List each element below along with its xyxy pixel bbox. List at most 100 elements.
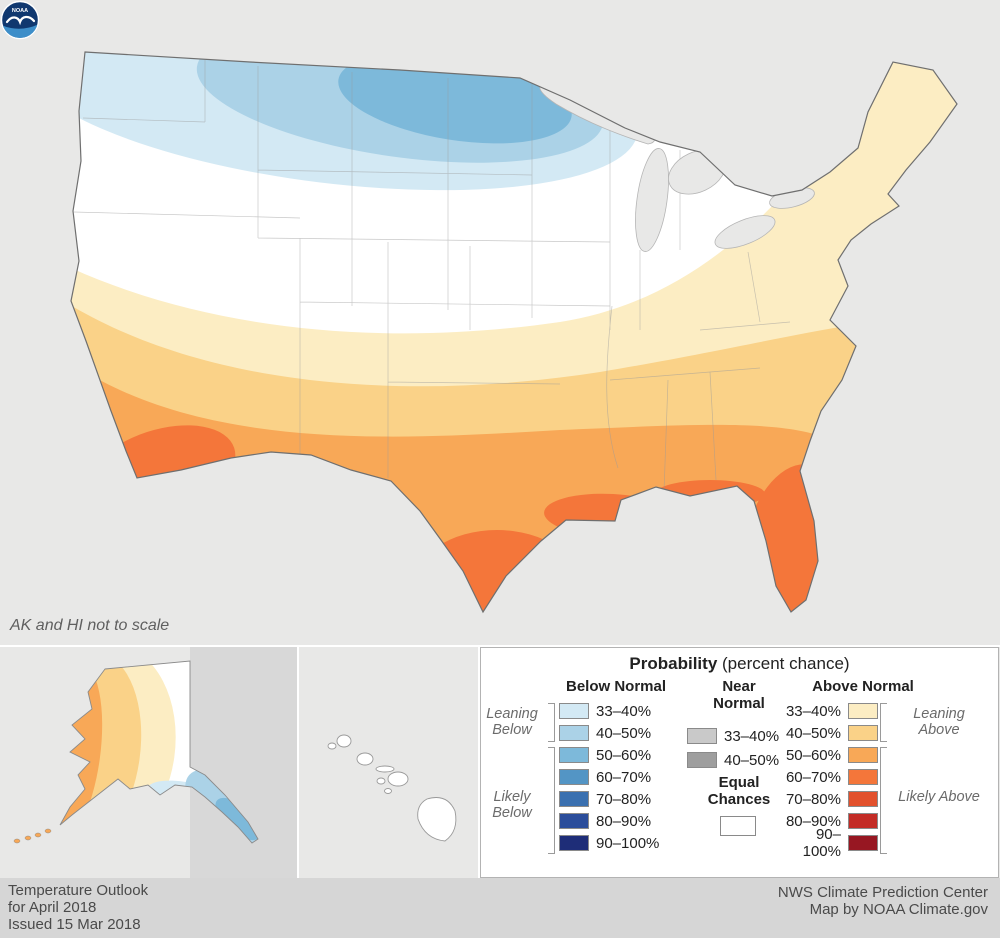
above-60-70-south-texas [412,530,582,612]
legend-row: 90–100% [783,826,878,860]
footer-title-block: Temperature Outlook for April 2018 Issue… [8,882,148,933]
leaning-above-label: Leaning Above [913,706,965,738]
legend-row: 33–40% [559,700,659,722]
legend-row-label: 80–90% [596,812,652,830]
leaning-below-bracket [548,703,555,742]
legend-row: 50–60% [559,744,659,766]
island-hawaii [417,797,457,842]
footer-title-line: for April 2018 [8,899,97,916]
legend-swatch [559,725,589,741]
legend-row-label: 50–60% [785,746,841,764]
likely-above-bracket [880,747,887,854]
legend-swatch [848,791,878,807]
above-normal-scale: 33–40% 40–50% 50–60% 60–70% 70–80% 80–90… [783,700,878,860]
us-outline [70,51,958,614]
legend-row: 70–80% [559,788,659,810]
legend-row-label: 33–40% [785,702,841,720]
legend-swatch [559,791,589,807]
divider [478,645,480,878]
island-oahu [356,752,374,766]
near-normal-scale: 33–40% 40–50% [687,724,779,772]
ak-below-50-60 [215,797,258,841]
island-kauai [336,734,352,748]
legend-row-label: 90–100% [596,834,660,852]
legend-row: 60–70% [783,766,878,788]
island-niihau [327,742,337,750]
legend-swatch [848,747,878,763]
legend-title-rest: (percent chance) [717,654,850,673]
alaska-map [13,647,297,878]
us-map [70,51,958,614]
footer: Temperature Outlook for April 2018 Issue… [0,878,1000,938]
legend-swatch [559,835,589,851]
legend-row: 40–50% [783,722,878,744]
legend-swatch [559,769,589,785]
lake-michigan [635,148,669,252]
legend-row: 33–40% [687,724,779,748]
noaa-seagull-icon [5,15,36,26]
legend-swatch [848,703,878,719]
noaa-logo-text: NOAA [12,8,28,14]
footer-credit-line: Map by NOAA Climate.gov [809,901,988,918]
us-fill-layers [71,52,957,612]
canada-region [190,647,297,878]
legend-swatch [848,769,878,785]
divider [297,645,299,878]
legend-swatch [559,703,589,719]
footer-title-line: Temperature Outlook [8,882,149,899]
legend-row-label: 70–80% [785,790,841,808]
legend-swatch [687,728,717,744]
lake-erie [714,215,776,249]
below-normal-scale: 33–40% 40–50% 50–60% 60–70% 70–80% 80–90… [559,700,659,854]
hawaii-islands [327,734,457,842]
above-normal-header: Above Normal [812,678,914,695]
legend-row-label: 60–70% [785,768,841,786]
legend-title-bold: Probability [629,654,718,673]
legend-row: 60–70% [559,766,659,788]
great-lakes [539,85,815,252]
likely-below-label: Likely Below [492,789,532,821]
scale-note: AK and HI not to scale [10,617,170,634]
alaska-outline [59,660,259,844]
hawaii-map [327,734,457,842]
island-maui [387,771,409,787]
legend-row-label: 40–50% [785,724,841,742]
legend-row-label: 50–60% [596,746,652,764]
legend: Probability (percent chance) Below Norma… [480,647,999,878]
legend-row-label: 60–70% [596,768,652,786]
legend-row: 80–90% [783,810,878,832]
legend-row-label: 70–80% [596,790,652,808]
legend-swatch [687,752,717,768]
us-map-area: AK and HI not to scale NOAA [0,0,958,634]
legend-row-label: 33–40% [596,702,652,720]
leaning-below-label: Leaning Below [486,706,538,738]
legend-row-label: 90–100% [802,826,841,860]
below-normal-header: Below Normal [565,678,667,695]
near-normal-header: Near Normal [713,678,765,712]
legend-row: 90–100% [559,832,659,854]
legend-row-label: 40–50% [724,751,780,769]
equal-chances-swatch [720,816,756,836]
legend-swatch [559,813,589,829]
island-kahoolawe [384,788,392,794]
legend-swatch [848,835,878,851]
legend-row: 40–50% [687,748,779,772]
island-molokai [375,765,395,773]
legend-row: 33–40% [783,700,878,722]
likely-above-label: Likely Above [898,789,980,805]
divider [0,645,1000,647]
equal-chances-label: Equal Chances [707,774,771,808]
legend-row: 50–60% [783,744,878,766]
above-60-70-panhandle [655,480,765,508]
noaa-logo: NOAA [0,0,40,40]
legend-row-label: 33–40% [724,727,780,745]
alaska-inset [0,647,297,878]
legend-row-label: 40–50% [596,724,652,742]
legend-swatch [559,747,589,763]
leaning-above-bracket [880,703,887,742]
legend-row: 40–50% [559,722,659,744]
legend-title: Probability (percent chance) [481,654,998,674]
legend-row: 70–80% [783,788,878,810]
likely-below-bracket [548,747,555,854]
